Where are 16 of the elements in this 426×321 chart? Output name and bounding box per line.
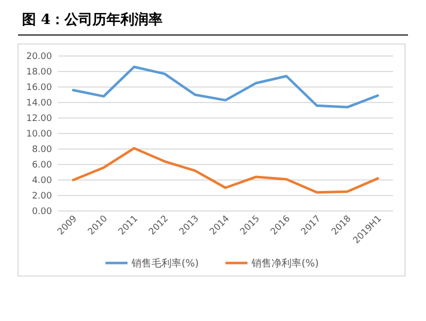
y-tick-label: 6.00	[32, 160, 52, 171]
y-tick-label: 10.00	[26, 130, 52, 140]
y-tick-label: 20.00	[26, 52, 52, 62]
y-tick-label: 16.00	[26, 83, 52, 94]
y-tick-label: 2.00	[32, 192, 52, 202]
legend-label: 销售净利率(%)	[250, 258, 319, 270]
y-tick-label: 12.00	[26, 114, 52, 124]
line-series	[72, 146, 380, 194]
y-tick-label: 0.00	[32, 207, 52, 218]
y-tick-label: 8.00	[32, 145, 52, 156]
chart-title: 图 4：公司历年利润率	[22, 11, 163, 28]
y-tick-label: 14.00	[26, 98, 52, 109]
line-series	[72, 66, 380, 108]
legend-label: 销售毛利率(%)	[130, 258, 199, 270]
y-tick-label: 4.00	[32, 176, 52, 186]
y-tick-label: 18.00	[26, 68, 52, 78]
